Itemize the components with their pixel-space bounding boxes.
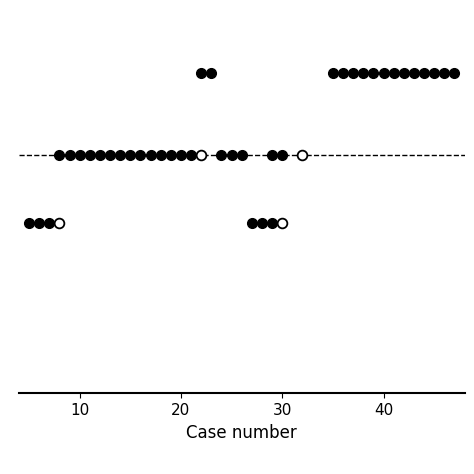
Point <box>137 151 144 159</box>
Point <box>248 219 255 227</box>
Point <box>177 151 185 159</box>
Point <box>25 219 33 227</box>
Point <box>299 151 306 159</box>
Point <box>278 219 286 227</box>
Point <box>451 70 458 77</box>
X-axis label: Case number: Case number <box>186 424 297 442</box>
Point <box>198 151 205 159</box>
Point <box>127 151 134 159</box>
Point <box>117 151 124 159</box>
Point <box>96 151 104 159</box>
Point <box>76 151 83 159</box>
Point <box>66 151 73 159</box>
Point <box>268 151 276 159</box>
Point <box>147 151 155 159</box>
Point <box>359 70 367 77</box>
Point <box>380 70 387 77</box>
Point <box>400 70 408 77</box>
Point <box>420 70 428 77</box>
Point <box>187 151 195 159</box>
Point <box>198 70 205 77</box>
Point <box>86 151 94 159</box>
Point <box>329 70 337 77</box>
Point <box>157 151 164 159</box>
Point <box>167 151 174 159</box>
Point <box>339 70 347 77</box>
Point <box>278 151 286 159</box>
Point <box>370 70 377 77</box>
Point <box>55 219 63 227</box>
Point <box>36 219 43 227</box>
Point <box>258 219 266 227</box>
Point <box>268 219 276 227</box>
Point <box>430 70 438 77</box>
Point <box>410 70 418 77</box>
Point <box>55 151 63 159</box>
Point <box>228 151 236 159</box>
Point <box>440 70 448 77</box>
Point <box>238 151 246 159</box>
Point <box>46 219 53 227</box>
Point <box>349 70 357 77</box>
Point <box>218 151 225 159</box>
Point <box>208 70 215 77</box>
Point <box>106 151 114 159</box>
Point <box>390 70 397 77</box>
